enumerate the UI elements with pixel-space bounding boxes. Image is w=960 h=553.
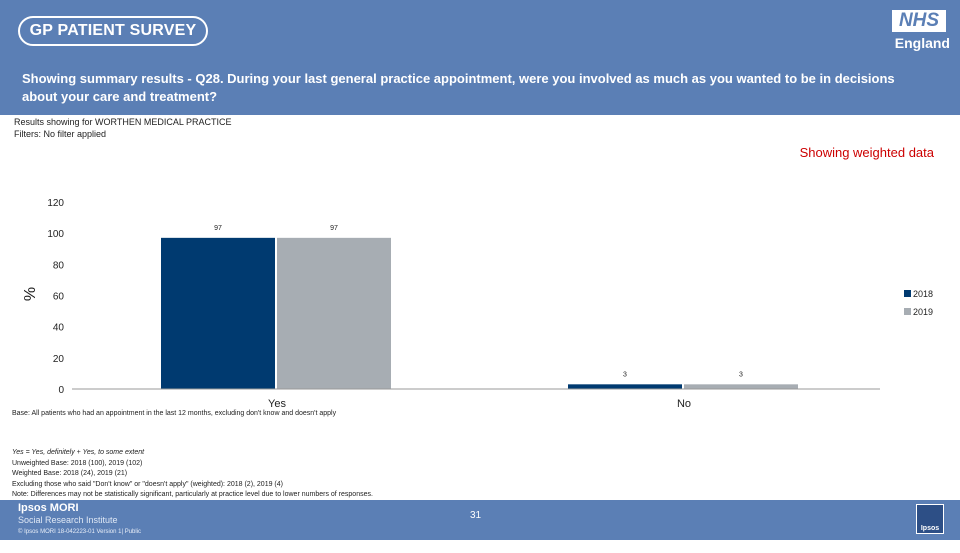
results-for-label: Results showing for WORTHEN MEDICAL PRAC…	[14, 117, 232, 127]
y-tick-label: 40	[53, 323, 65, 334]
header-banner: GP PATIENT SURVEY NHS England Showing su…	[0, 0, 960, 115]
y-tick-label: 120	[47, 198, 64, 209]
legend-label: 2019	[913, 307, 933, 317]
legend-label: 2018	[913, 289, 933, 299]
x-category-label: No	[677, 398, 691, 410]
significance-note: Note: Differences may not be statistical…	[12, 491, 373, 498]
bar-chart: 0 20 40 60 80 100 120 97 97 3 3 Yes No 2018 2019	[47, 198, 933, 410]
ipsos-subtitle: Social Research Institute	[18, 515, 118, 525]
weighted-data-label: Showing weighted data	[799, 145, 934, 160]
bar-yes-2018	[161, 237, 275, 389]
nhs-region-label: England	[894, 35, 950, 51]
y-tick-label: 20	[53, 354, 65, 365]
legend-swatch	[904, 290, 911, 297]
y-tick-label: 60	[53, 292, 65, 303]
y-tick-label: 100	[47, 229, 64, 240]
ipsos-badge-logo: Ipsos	[916, 504, 944, 534]
bar-value-label: 97	[330, 225, 338, 232]
footnotes: Yes = Yes, definitely + Yes, to some ext…	[12, 448, 373, 501]
footer-bar	[0, 500, 960, 540]
copyright-note: © Ipsos MORI 18-042223-01 Version 1| Pub…	[18, 529, 142, 535]
bar-yes-2019	[277, 237, 391, 389]
bar-no-2019	[684, 384, 798, 389]
unweighted-base-note: Unweighted Base: 2018 (100), 2019 (102)	[12, 459, 143, 467]
bar-no-2018	[568, 384, 682, 389]
x-category-label: Yes	[268, 398, 286, 410]
bar-value-label: 3	[739, 371, 743, 378]
excluding-note: Excluding those who said "Don't know" or…	[12, 480, 283, 488]
page-number: 31	[470, 510, 482, 521]
legend-swatch	[904, 308, 911, 315]
definition-note: Yes = Yes, definitely + Yes, to some ext…	[12, 449, 145, 456]
bar-value-label: 97	[214, 225, 222, 232]
results-meta: Results showing for WORTHEN MEDICAL PRAC…	[14, 116, 232, 140]
ipsos-mori-logo: Ipsos MORI	[18, 502, 79, 514]
weighted-base-note: Weighted Base: 2018 (24), 2019 (21)	[12, 470, 128, 477]
y-tick-label: 80	[53, 260, 65, 271]
nhs-logo: NHS	[892, 10, 946, 32]
survey-logo: GP PATIENT SURVEY	[18, 16, 208, 46]
base-note: Base: All patients who had an appointmen…	[12, 410, 337, 417]
filters-label: Filters: No filter applied	[14, 129, 107, 139]
question-text: Showing summary results - Q28. During yo…	[22, 71, 895, 104]
bar-value-label: 3	[623, 371, 627, 378]
y-tick-label: 0	[58, 385, 64, 396]
